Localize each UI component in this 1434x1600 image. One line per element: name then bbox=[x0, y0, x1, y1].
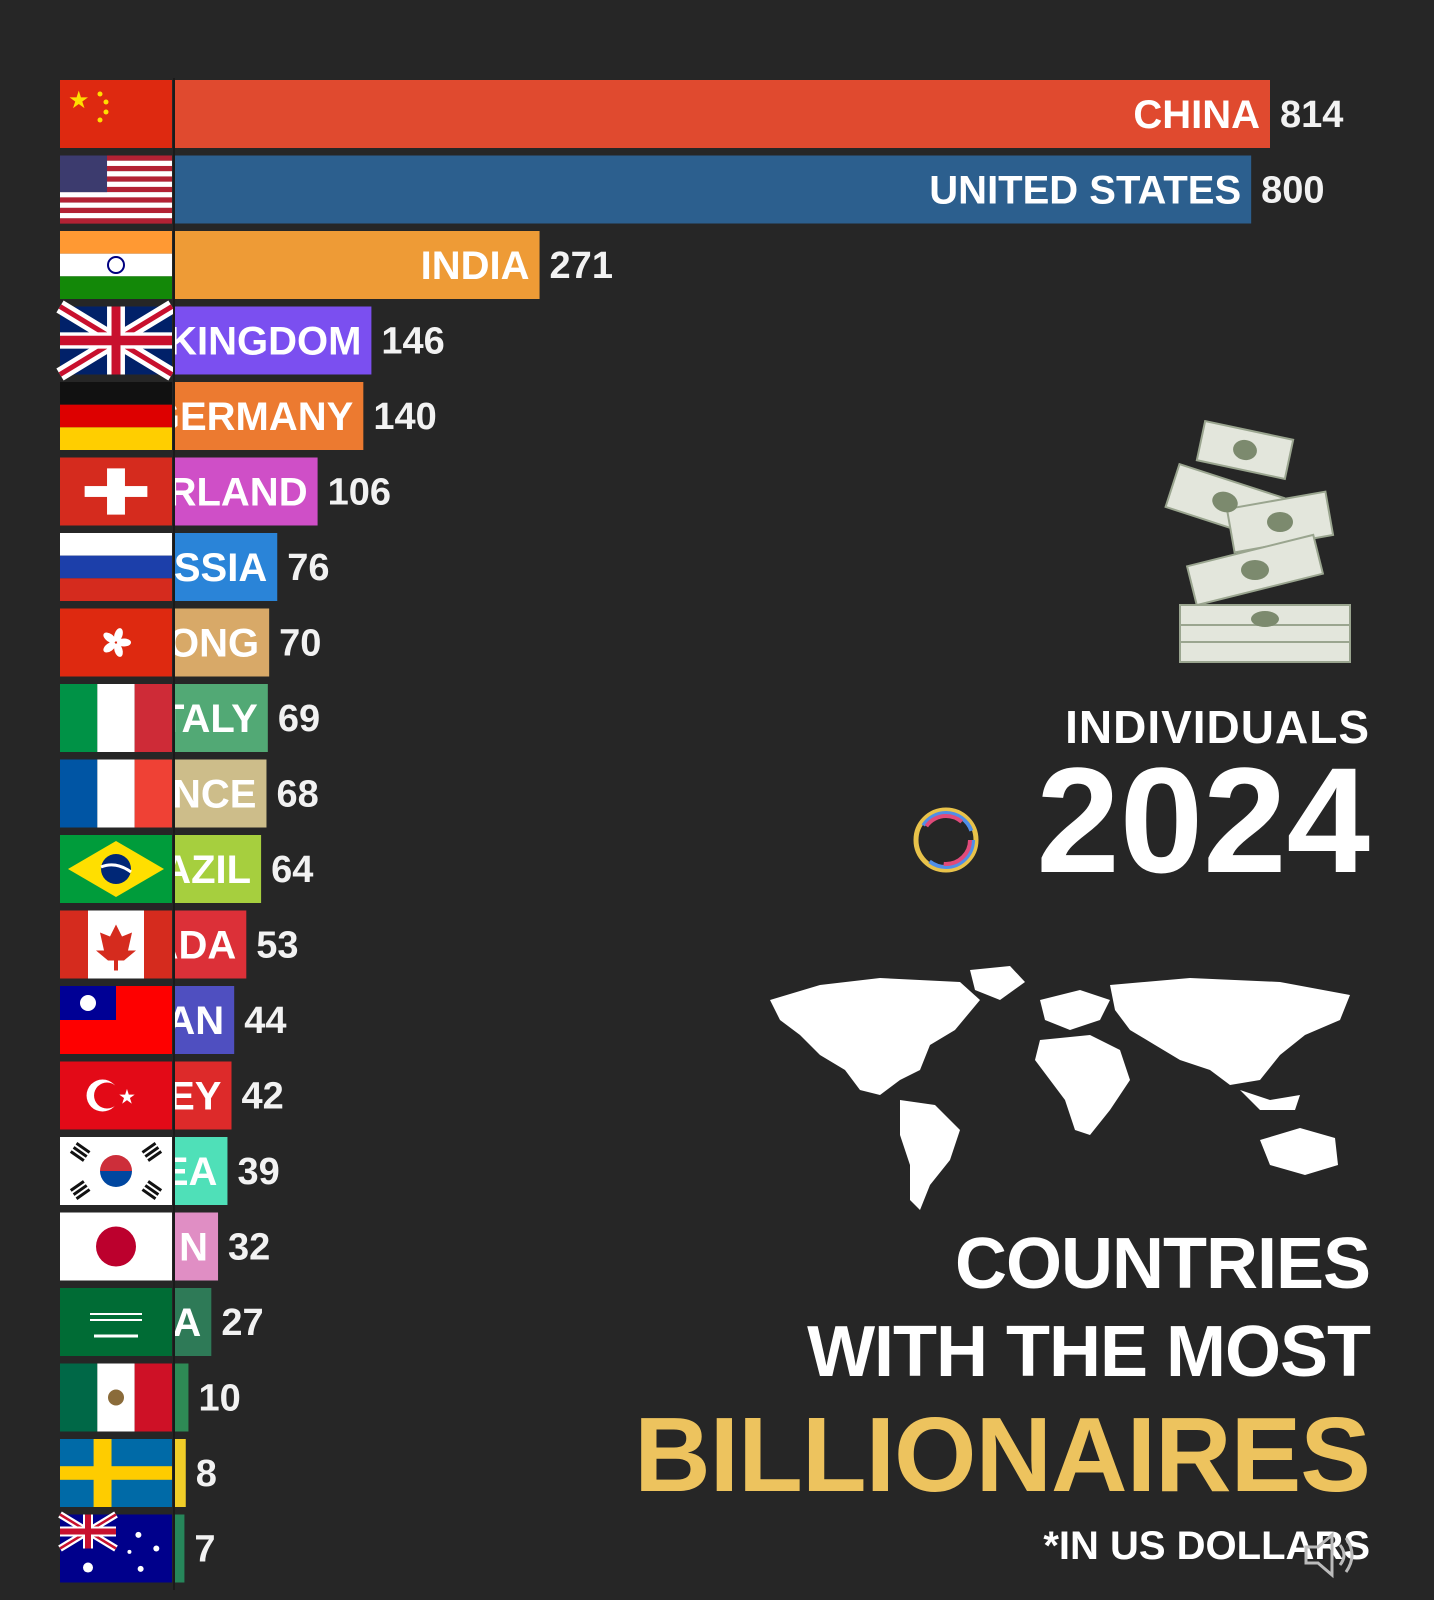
flag-switzerland bbox=[60, 457, 172, 526]
flag-hong-kong bbox=[60, 608, 172, 677]
bar-label-united-states: UNITED STATES bbox=[929, 169, 1241, 213]
bar-france bbox=[175, 759, 267, 828]
value-label-united-kingdom: 146 bbox=[381, 321, 444, 363]
speaker-icon[interactable] bbox=[1300, 1528, 1360, 1582]
bar-india bbox=[175, 231, 540, 299]
footnote: *IN US DOLLARS bbox=[1043, 1524, 1370, 1568]
value-label-turkey: 42 bbox=[241, 1076, 283, 1118]
value-label-germany: 140 bbox=[373, 396, 436, 438]
flag-sweden bbox=[60, 1439, 172, 1507]
bar-china bbox=[175, 80, 1270, 148]
bar-label-hong-kong: ONG bbox=[168, 622, 259, 666]
bar-label-south-korea: EA bbox=[162, 1150, 218, 1194]
svg-text:★: ★ bbox=[68, 86, 90, 114]
value-label-australia: 7 bbox=[194, 1529, 215, 1571]
bar-switzerland bbox=[175, 457, 318, 526]
value-label-united-states: 800 bbox=[1261, 170, 1324, 212]
loading-ring-icon bbox=[913, 807, 979, 873]
bar-label-india: INDIA bbox=[421, 244, 530, 288]
bar-australia bbox=[175, 1514, 185, 1583]
value-label-france: 68 bbox=[276, 774, 318, 816]
bar-label-switzerland: RLAND bbox=[168, 471, 308, 515]
value-label-india: 271 bbox=[550, 245, 613, 287]
bar-label-italy: TALY bbox=[160, 697, 258, 741]
bar-label-united-kingdom: KINGDOM bbox=[168, 320, 361, 364]
svg-text:★: ★ bbox=[118, 1085, 136, 1109]
flag-italy bbox=[60, 684, 172, 752]
title-line-1: COUNTRIES bbox=[954, 1224, 1371, 1304]
flag-australia bbox=[58, 1511, 172, 1583]
flag-united-kingdom bbox=[56, 300, 176, 381]
bar-united-kingdom bbox=[175, 306, 372, 375]
bar-brazil bbox=[175, 835, 262, 903]
value-label-canada: 53 bbox=[256, 925, 298, 967]
bar-label-taiwan: AN bbox=[166, 999, 224, 1043]
value-label-russia: 76 bbox=[287, 547, 329, 589]
flag-south-korea bbox=[60, 1137, 172, 1205]
bar-hong-kong bbox=[175, 608, 270, 677]
title-block: COUNTRIES WITH THE MOST BILLIONAIRES *IN… bbox=[634, 1220, 1371, 1576]
bar-label-turkey: EY bbox=[168, 1075, 222, 1119]
value-label-china: 814 bbox=[1280, 94, 1343, 136]
value-label-japan: 32 bbox=[228, 1227, 270, 1269]
bar-sweden bbox=[175, 1439, 186, 1507]
value-label-hong-kong: 70 bbox=[279, 623, 321, 665]
year-row: 2024 bbox=[913, 736, 1370, 904]
value-label-switzerland: 106 bbox=[328, 472, 391, 514]
bar-italy bbox=[175, 684, 268, 752]
bar-label-china: CHINA bbox=[1133, 93, 1260, 137]
flag-saudi-arabia bbox=[60, 1288, 172, 1356]
bar-label-germany: GERMANY bbox=[149, 395, 354, 439]
value-label-mexico: 10 bbox=[198, 1378, 240, 1420]
flag-china: ★ bbox=[60, 80, 172, 148]
bar-turkey bbox=[175, 1061, 232, 1130]
title-highlight: BILLIONAIRES bbox=[634, 1396, 1371, 1514]
bar-canada bbox=[175, 910, 247, 979]
flag-japan bbox=[60, 1212, 172, 1281]
flag-russia bbox=[60, 533, 172, 601]
value-label-sweden: 8 bbox=[196, 1453, 217, 1495]
flag-germany bbox=[60, 382, 172, 450]
bar-label-france: NCE bbox=[172, 773, 256, 817]
bar-south-korea bbox=[175, 1137, 228, 1205]
metric-label: INDIVIDUALS bbox=[1065, 701, 1370, 753]
bar-russia bbox=[175, 533, 278, 601]
flag-mexico bbox=[60, 1363, 172, 1432]
value-label-italy: 69 bbox=[278, 698, 320, 740]
flag-united-states bbox=[60, 155, 172, 224]
flag-taiwan bbox=[60, 986, 172, 1054]
value-label-taiwan: 44 bbox=[244, 1000, 286, 1042]
value-label-brazil: 64 bbox=[271, 849, 313, 891]
flag-turkey: ★ bbox=[60, 1061, 172, 1130]
world-map-icon bbox=[770, 966, 1350, 1210]
flag-brazil bbox=[60, 835, 172, 903]
bar-label-brazil: AZIL bbox=[162, 848, 251, 892]
bar-germany bbox=[175, 382, 364, 450]
bar-united-states bbox=[175, 155, 1252, 224]
flag-india bbox=[60, 231, 172, 299]
bar-taiwan bbox=[175, 986, 235, 1054]
year-label: 2024 bbox=[1036, 736, 1370, 904]
title-panel: INDIVIDUALS 2024 COUNTRIES bbox=[600, 420, 1371, 1600]
value-label-saudi-arabia: 27 bbox=[221, 1302, 263, 1344]
flag-canada bbox=[60, 910, 172, 979]
bar-label-saudi-arabia: A bbox=[172, 1301, 201, 1345]
bar-japan bbox=[175, 1212, 219, 1281]
bar-label-japan: N bbox=[179, 1226, 208, 1270]
bar-label-canada: ADA bbox=[150, 924, 237, 968]
flag-france bbox=[60, 759, 172, 828]
title-line-2: WITH THE MOST bbox=[807, 1312, 1371, 1392]
bar-label-russia: JSSIA bbox=[152, 546, 268, 590]
bar-saudi-arabia bbox=[175, 1288, 212, 1356]
value-label-south-korea: 39 bbox=[237, 1151, 279, 1193]
money-stack-icon bbox=[1164, 420, 1351, 663]
bar-mexico bbox=[175, 1363, 189, 1432]
